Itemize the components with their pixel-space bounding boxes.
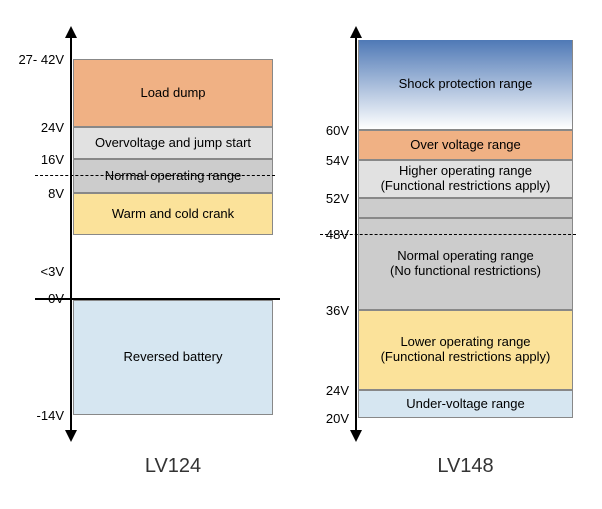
lv124-arrow-up [65, 26, 77, 38]
lv124-band-overvoltage-jump-label: Overvoltage and jump start [95, 136, 251, 151]
lv148-tick: 54V [326, 153, 349, 168]
lv148-tick: 52V [326, 191, 349, 206]
lv124-tick: 24V [41, 120, 64, 135]
lv148-band-higher-operating: Higher operating range(Functional restri… [358, 160, 573, 198]
lv124-tick: 27- 42V [18, 52, 64, 67]
lv124-band-reversed-battery: Reversed battery [73, 300, 273, 415]
lv148-tick: 48V [326, 227, 349, 242]
lv148-band-under-voltage-label: Under-voltage range [406, 397, 525, 412]
lv148-tick: 36V [326, 303, 349, 318]
lv148-tick: 60V [326, 123, 349, 138]
lv148-band-under-voltage: Under-voltage range [358, 390, 573, 418]
lv148-band-shock-protection: Shock protection range [358, 40, 573, 130]
lv148-band-lower-operating: Lower operating range(Functional restric… [358, 310, 573, 390]
lv124-arrow-down [65, 430, 77, 442]
lv124-tick: 16V [41, 152, 64, 167]
lv124-band-reversed-battery-label: Reversed battery [124, 350, 223, 365]
figure-canvas: Load dump Overvoltage and jump start Norma… [0, 0, 602, 509]
lv148-tick: 24V [326, 383, 349, 398]
lv148-arrow-up [350, 26, 362, 38]
lv148-band-shock-protection-label: Shock protection range [399, 77, 533, 92]
lv148-band-higher-operating-label: Higher operating range(Functional restri… [381, 164, 551, 194]
lv148-title: LV148 [358, 455, 573, 478]
lv124-tick: 8V [48, 186, 64, 201]
lv124-dashed-line [35, 175, 275, 176]
lv124-band-normal-operating-label: Normal operating range [105, 169, 242, 184]
lv148-arrow-down [350, 430, 362, 442]
lv124-band-warm-cold-crank-label: Warm and cold crank [112, 207, 234, 222]
lv124-band-load-dump: Load dump [73, 59, 273, 127]
lv148-band-normal-operating: Normal operating range(No functional res… [358, 218, 573, 310]
lv124-tick: 0V [48, 291, 64, 306]
lv148-band-over-voltage: Over voltage range [358, 130, 573, 160]
lv124-band-warm-cold-crank: Warm and cold crank [73, 193, 273, 235]
lv148-band-empty-gap [358, 198, 573, 218]
lv148-band-lower-operating-label: Lower operating range(Functional restric… [381, 335, 551, 365]
lv124-title: LV124 [73, 455, 273, 478]
lv124-band-load-dump-label: Load dump [140, 86, 205, 101]
lv124-axis [70, 28, 72, 440]
lv148-band-normal-operating-label: Normal operating range(No functional res… [390, 249, 541, 279]
lv124-band-normal-operating: Normal operating range [73, 159, 273, 193]
lv124-tick: -14V [37, 408, 64, 423]
lv148-tick: 20V [326, 411, 349, 426]
lv124-band-overvoltage-jump: Overvoltage and jump start [73, 127, 273, 159]
lv148-dashed-line [320, 234, 576, 235]
lv148-band-over-voltage-label: Over voltage range [410, 138, 521, 153]
lv124-tick: <3V [41, 264, 65, 279]
